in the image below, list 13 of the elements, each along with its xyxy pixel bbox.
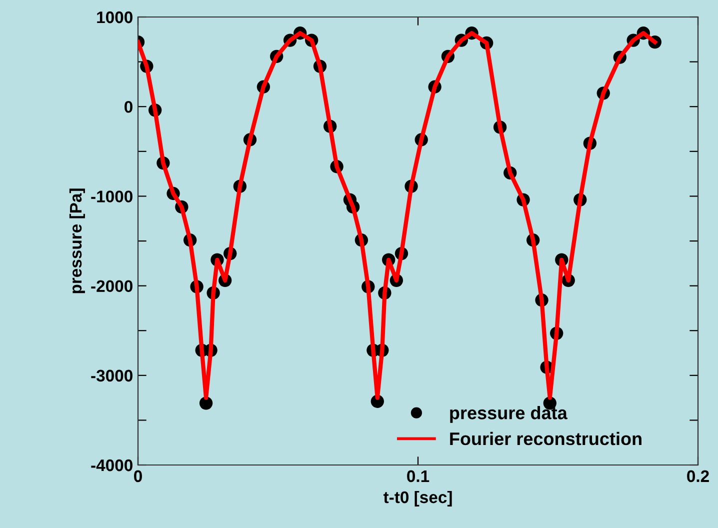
legend-label: pressure data: [450, 406, 568, 423]
x-axis-title: t-t0 [sec]: [383, 490, 452, 506]
x-tick-label: 0.2: [687, 470, 709, 482]
y-tick-label: -1000: [91, 190, 132, 202]
y-tick-label: 0: [124, 101, 132, 113]
y-axis-title: pressure [Pa]: [69, 188, 85, 294]
y-tick-label: 1000: [97, 11, 132, 24]
x-tick-label: 0.1: [407, 470, 430, 482]
y-tick-label: -2000: [91, 280, 132, 292]
y-tick-label: -4000: [91, 459, 132, 472]
y-tick-label: -3000: [91, 370, 132, 382]
legend-label: Fourier reconstruction: [450, 432, 642, 446]
x-tick-label: 0: [134, 470, 142, 482]
